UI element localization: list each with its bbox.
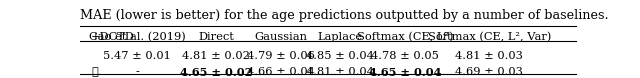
Text: Laplace: Laplace bbox=[318, 32, 363, 42]
Text: 4.69 ± 0.03: 4.69 ± 0.03 bbox=[455, 67, 523, 77]
Text: 4.81 ± 0.03: 4.81 ± 0.03 bbox=[455, 51, 523, 61]
Text: MAE (lower is better) for the age predictions outputted by a number of baselines: MAE (lower is better) for the age predic… bbox=[80, 9, 609, 22]
Text: 4.65 ± 0.04: 4.65 ± 0.04 bbox=[369, 67, 441, 78]
Text: 4.85 ± 0.04: 4.85 ± 0.04 bbox=[307, 51, 374, 61]
Text: 4.65 ± 0.02: 4.65 ± 0.02 bbox=[180, 67, 253, 78]
Text: Direct: Direct bbox=[198, 32, 234, 42]
Text: Gaussian: Gaussian bbox=[254, 32, 307, 42]
Text: Softmax (CE, L², Var): Softmax (CE, L², Var) bbox=[428, 32, 551, 42]
Text: 4.81 ± 0.04: 4.81 ± 0.04 bbox=[307, 67, 374, 77]
Text: 4.78 ± 0.05: 4.78 ± 0.05 bbox=[371, 51, 439, 61]
Text: Softmax (CE, L²): Softmax (CE, L²) bbox=[356, 32, 453, 42]
Text: 4.81 ± 0.02: 4.81 ± 0.02 bbox=[182, 51, 250, 61]
Text: 4.66 ± 0.04: 4.66 ± 0.04 bbox=[247, 67, 315, 77]
Text: -: - bbox=[135, 67, 139, 77]
Text: 5.47 ± 0.01: 5.47 ± 0.01 bbox=[103, 51, 171, 61]
Text: +DCTD: +DCTD bbox=[91, 32, 135, 42]
Text: Cao et al. (2019): Cao et al. (2019) bbox=[89, 32, 186, 42]
Text: 4.79 ± 0.06: 4.79 ± 0.06 bbox=[247, 51, 315, 61]
Text: ✓: ✓ bbox=[91, 67, 98, 77]
